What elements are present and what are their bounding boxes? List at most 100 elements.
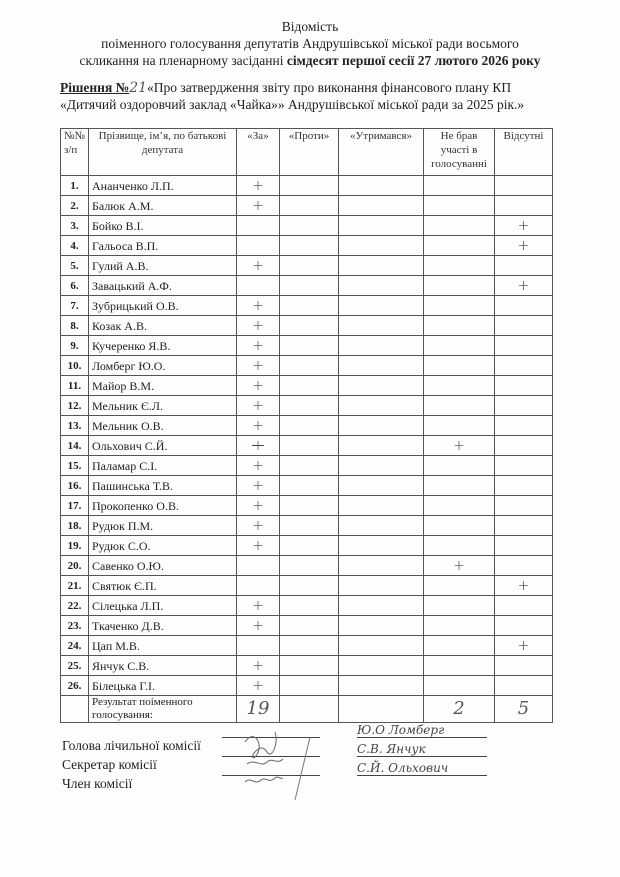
vote-cell-proty xyxy=(279,215,339,236)
vote-cell-notvoted xyxy=(423,635,495,656)
vote-cell-za xyxy=(236,215,280,236)
signature-line xyxy=(222,737,320,738)
result-absent: 5 xyxy=(494,695,553,723)
vote-cell-absent: + xyxy=(494,275,553,296)
signature-name: С.В. Янчук xyxy=(357,742,487,757)
signature-line xyxy=(222,775,320,776)
vote-cell-proty xyxy=(279,235,339,256)
vote-cell-proty xyxy=(279,275,339,296)
vote-cell-proty xyxy=(279,315,339,336)
vote-cell-proty xyxy=(279,415,339,436)
deputy-name: Майор В.М. xyxy=(88,375,237,396)
vote-cell-notvoted xyxy=(423,355,495,376)
vote-cell-absent xyxy=(494,475,553,496)
vote-mark: + xyxy=(252,317,264,334)
col-utrymavsia: «Утримався» xyxy=(338,128,424,176)
vote-mark: + xyxy=(252,357,264,374)
signature-role: Секретар комісії xyxy=(62,757,157,772)
vote-cell-absent xyxy=(494,255,553,276)
vote-cell-utr xyxy=(338,635,424,656)
result-label: Результат поіменного голосування: xyxy=(88,695,237,723)
vote-mark: + xyxy=(252,177,264,194)
vote-cell-proty xyxy=(279,335,339,356)
vote-cell-proty xyxy=(279,615,339,636)
vote-cell-absent xyxy=(494,375,553,396)
vote-cell-absent xyxy=(494,175,553,196)
document-session-line: скликання на пленарному засіданні сімдес… xyxy=(30,52,590,69)
table-row: 17. Прокопенко О.В. + xyxy=(60,495,553,516)
voting-table: №№ з/п Прізвище, ім’я, по батькові депут… xyxy=(60,128,553,723)
vote-cell-utr xyxy=(338,455,424,476)
result-proty xyxy=(279,695,339,723)
vote-cell-notvoted xyxy=(423,395,495,416)
vote-cell-absent xyxy=(494,555,553,576)
deputy-name: Завацький А.Ф. xyxy=(88,275,237,296)
vote-cell-za xyxy=(236,635,280,656)
vote-mark: + xyxy=(252,677,264,694)
vote-cell-proty xyxy=(279,535,339,556)
signature-name: С.Й. Ольхович xyxy=(357,761,487,776)
table-row: 3. Бойко В.І. + xyxy=(60,215,553,236)
col-absent: Відсутні xyxy=(494,128,553,176)
vote-cell-absent xyxy=(494,675,553,696)
vote-cell-notvoted xyxy=(423,575,495,596)
deputy-name: Прокопенко О.В. xyxy=(88,495,237,516)
vote-cell-absent: + xyxy=(494,235,553,256)
deputy-name: Кучеренко Я.В. xyxy=(88,335,237,356)
vote-cell-utr xyxy=(338,275,424,296)
col-za: «За» xyxy=(236,128,280,176)
vote-cell-notvoted xyxy=(423,315,495,336)
result-row: Результат поіменного голосування: 19 2 5 xyxy=(60,695,553,723)
vote-cell-utr xyxy=(338,555,424,576)
row-number: 21. xyxy=(60,575,89,596)
table-row: 26. Білецька Г.І. + xyxy=(60,675,553,696)
table-row: 14. Ольхович С.Й. + + xyxy=(60,435,553,456)
vote-cell-za: + xyxy=(236,455,280,476)
vote-cell-proty xyxy=(279,355,339,376)
row-number: 17. xyxy=(60,495,89,516)
row-number: 12. xyxy=(60,395,89,416)
table-row: 20. Савенко О.Ю. + xyxy=(60,555,553,576)
vote-cell-absent xyxy=(494,515,553,536)
vote-cell-utr xyxy=(338,375,424,396)
vote-mark: + xyxy=(252,657,264,674)
vote-cell-utr xyxy=(338,575,424,596)
deputy-name: Святюк Є.П. xyxy=(88,575,237,596)
table-row: 5. Гулий А.В. + xyxy=(60,255,553,276)
vote-cell-absent xyxy=(494,595,553,616)
vote-mark: + xyxy=(453,557,465,574)
decision-text-cont: «Дитячий оздоровчий заклад «Чайка»» Андр… xyxy=(60,97,525,112)
vote-cell-notvoted: + xyxy=(423,435,495,456)
vote-cell-absent: + xyxy=(494,575,553,596)
vote-cell-absent xyxy=(494,335,553,356)
row-number: 22. xyxy=(60,595,89,616)
deputy-name: Ольхович С.Й. xyxy=(88,435,237,456)
vote-mark: + xyxy=(252,297,264,314)
vote-cell-za xyxy=(236,275,280,296)
vote-cell-proty xyxy=(279,635,339,656)
col-proty: «Проти» xyxy=(279,128,339,176)
row-number: 16. xyxy=(60,475,89,496)
deputy-name: Мельник О.В. xyxy=(88,415,237,436)
table-row: 1. Ананченко Л.П. + xyxy=(60,175,553,196)
deputy-name: Козак А.В. xyxy=(88,315,237,336)
row-number: 19. xyxy=(60,535,89,556)
vote-cell-absent xyxy=(494,315,553,336)
vote-cell-notvoted xyxy=(423,275,495,296)
row-number: 18. xyxy=(60,515,89,536)
vote-mark: + xyxy=(252,537,264,554)
vote-cell-absent xyxy=(494,495,553,516)
vote-cell-notvoted xyxy=(423,295,495,316)
table-row: 15. Паламар С.І. + xyxy=(60,455,553,476)
vote-cell-proty xyxy=(279,555,339,576)
vote-cell-proty xyxy=(279,455,339,476)
row-number: 7. xyxy=(60,295,89,316)
row-number: 9. xyxy=(60,335,89,356)
table-row: 16. Пашинська Т.В. + xyxy=(60,475,553,496)
vote-cell-proty xyxy=(279,495,339,516)
table-row: 11. Майор В.М. + xyxy=(60,375,553,396)
decision-label: Рішення № xyxy=(60,80,130,95)
vote-mark: + xyxy=(453,437,465,454)
vote-mark: + xyxy=(252,477,264,494)
deputy-name: Гулий А.В. xyxy=(88,255,237,276)
